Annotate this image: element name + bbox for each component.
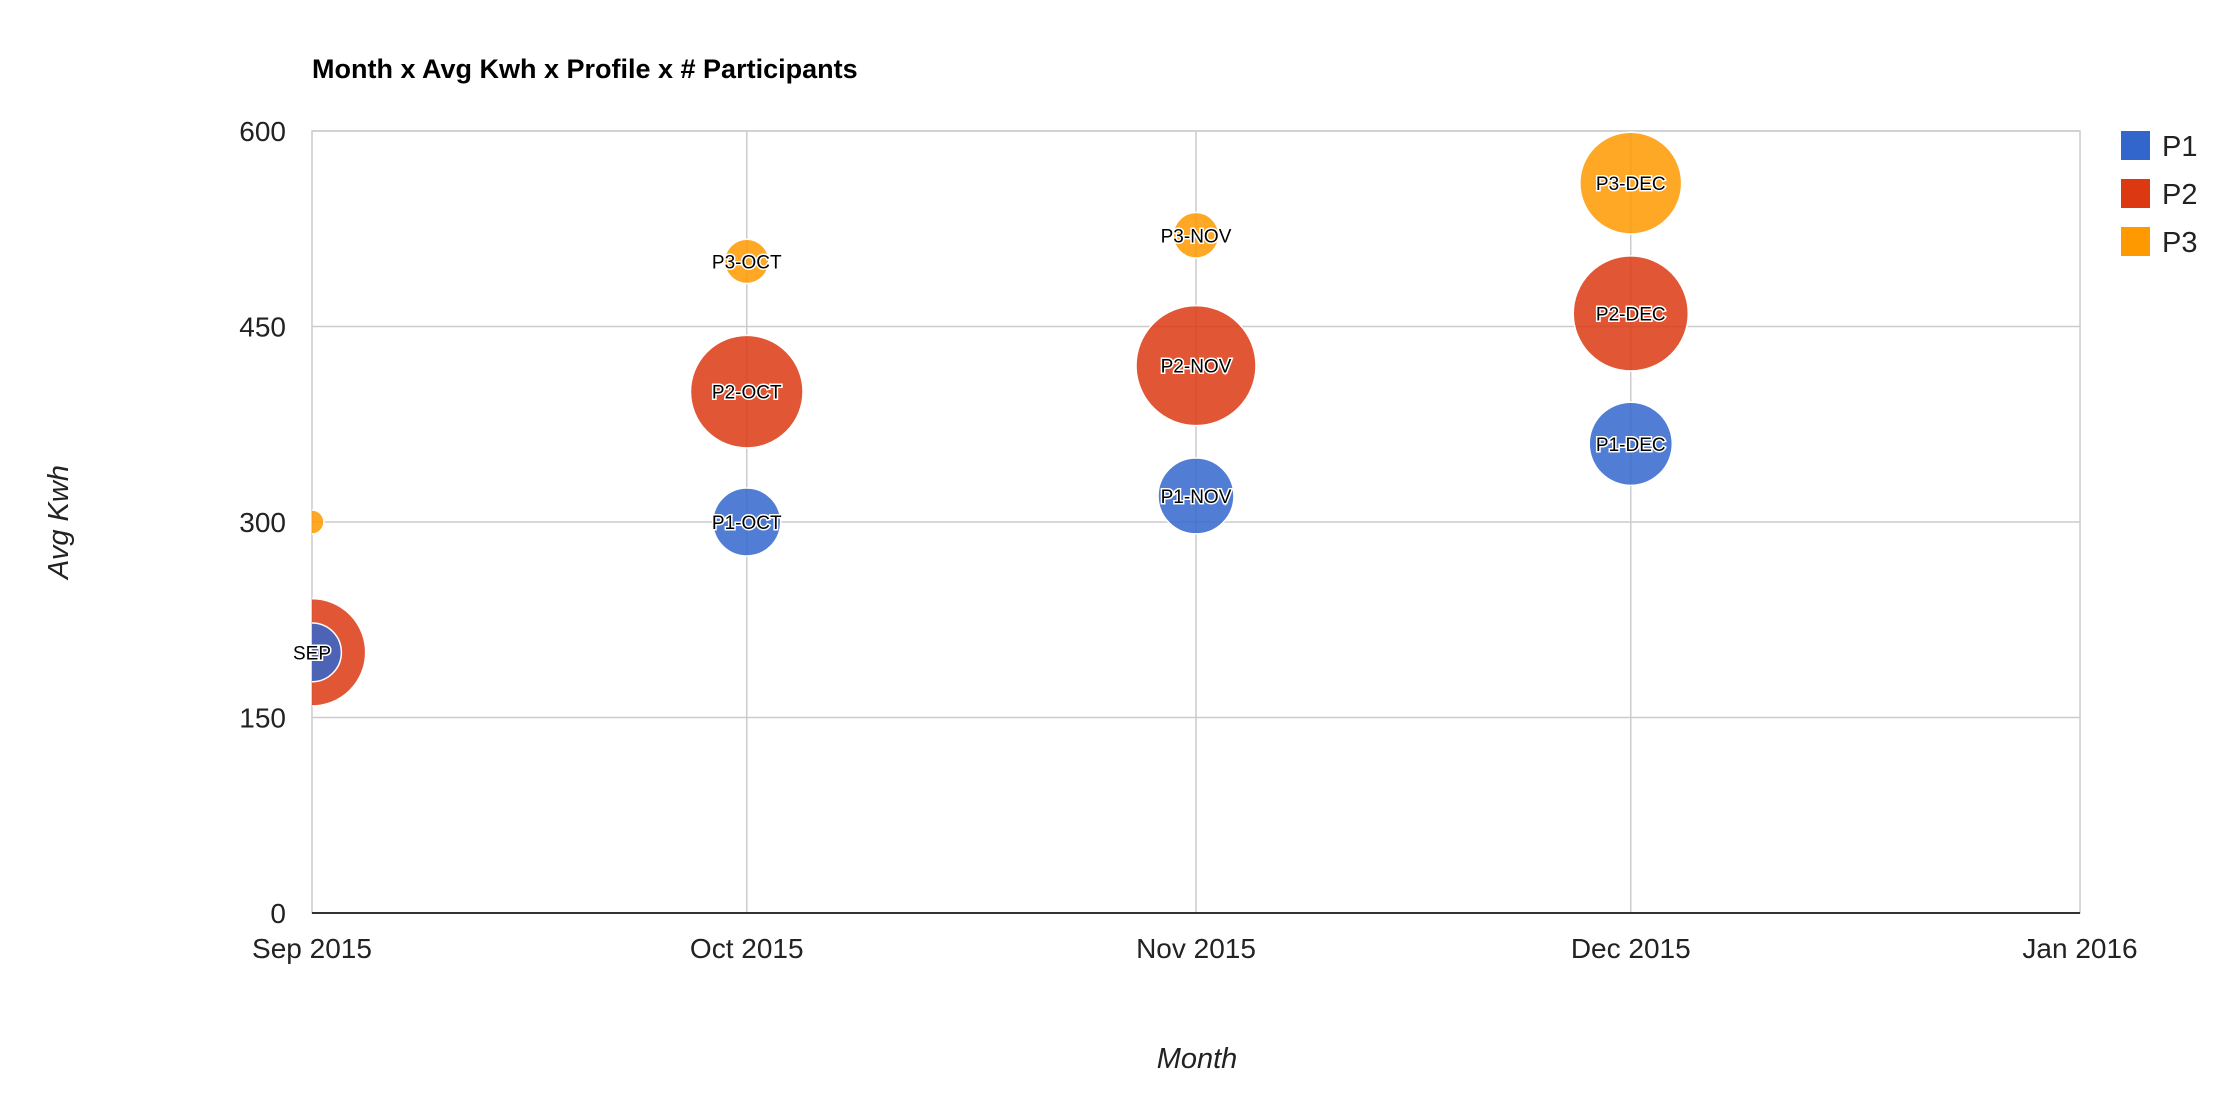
bubble-p2: [1135, 304, 1257, 427]
bubble-label: P3-OCT: [712, 252, 782, 273]
legend-label-p3: P3: [2162, 227, 2197, 259]
x-axis-label: Month: [1157, 1043, 1238, 1075]
y-tick-label: 450: [239, 312, 286, 343]
legend-swatch-p3: [2121, 227, 2150, 256]
y-tick-label: 300: [239, 507, 286, 538]
bubble-p1: [1157, 457, 1235, 535]
bubble-label: P3-NOV: [1161, 226, 1232, 247]
bubble-label: P3-DEC: [1596, 174, 1666, 195]
bubble-p1: [312, 622, 343, 683]
bubble-label-layer: P2-NOV P2-DEC P2-OCT SEP P3-DEC P1-DEC P1-NOV P…: [291, 173, 1667, 666]
legend: P1 P2 P3: [2121, 131, 2197, 259]
legend-swatch-p2: [2121, 179, 2150, 208]
chart-title: Month x Avg Kwh x Profile x # Participan…: [312, 54, 858, 84]
bubble-label: P2-NOV: [1161, 357, 1232, 378]
x-tick-label: Nov 2015: [1136, 933, 1256, 964]
legend-swatch-p1: [2121, 131, 2150, 160]
y-tick-label: 600: [239, 116, 286, 147]
x-tick-label: Sep 2015: [252, 933, 372, 964]
bubble-p2: [689, 334, 804, 449]
bubble-p3: [1172, 211, 1220, 259]
bubble-label: P1-OCT: [712, 513, 782, 534]
bubble-layer: [312, 131, 1690, 707]
legend-label-p2: P2: [2162, 179, 2197, 211]
bubble-label: P2-OCT: [712, 383, 782, 404]
bubble-p3: [723, 238, 770, 285]
bubble-p1: [1588, 401, 1674, 487]
x-tick-label: Oct 2015: [690, 933, 804, 964]
y-axis-label: Avg Kwh: [43, 465, 75, 581]
legend-label-p1: P1: [2162, 131, 2197, 163]
bubble-label: SEP: [293, 643, 331, 664]
bubble-label: P2-DEC: [1596, 304, 1666, 325]
bubble-p3: [312, 509, 325, 535]
bubble-label: P1-DEC: [1596, 435, 1666, 456]
x-tick-label: Dec 2015: [1571, 933, 1691, 964]
y-tick-label: 150: [239, 703, 286, 734]
bubble-p3: [1579, 131, 1683, 235]
bubble-label: P1-NOV: [1161, 487, 1232, 508]
bubble-p1: [712, 487, 782, 557]
y-tick-label: 0: [270, 898, 286, 929]
tick-layer: 0 150 300 450 600 Sep 2015 Oct 2015 Nov 2015 Dec…: [239, 116, 2137, 964]
bubble-p2: [1572, 255, 1690, 372]
x-tick-label: Jan 2016: [2022, 933, 2137, 964]
